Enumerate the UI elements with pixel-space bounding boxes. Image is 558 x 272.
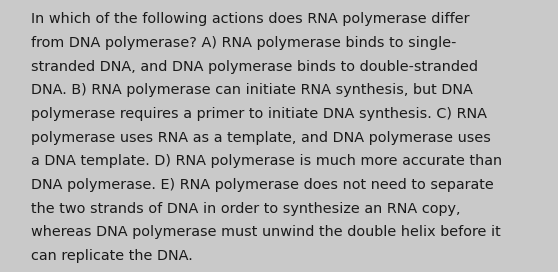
- Text: In which of the following actions does RNA polymerase differ: In which of the following actions does R…: [31, 12, 469, 26]
- Text: a DNA template. D) RNA polymerase is much more accurate than: a DNA template. D) RNA polymerase is muc…: [31, 154, 502, 168]
- Text: polymerase requires a primer to initiate DNA synthesis. C) RNA: polymerase requires a primer to initiate…: [31, 107, 487, 121]
- Text: from DNA polymerase? A) RNA polymerase binds to single-: from DNA polymerase? A) RNA polymerase b…: [31, 36, 456, 50]
- Text: can replicate the DNA.: can replicate the DNA.: [31, 249, 193, 263]
- Text: stranded DNA, and DNA polymerase binds to double-stranded: stranded DNA, and DNA polymerase binds t…: [31, 60, 478, 73]
- Text: DNA. B) RNA polymerase can initiate RNA synthesis, but DNA: DNA. B) RNA polymerase can initiate RNA …: [31, 83, 473, 97]
- Text: whereas DNA polymerase must unwind the double helix before it: whereas DNA polymerase must unwind the d…: [31, 225, 501, 239]
- Text: the two strands of DNA in order to synthesize an RNA copy,: the two strands of DNA in order to synth…: [31, 202, 460, 215]
- Text: polymerase uses RNA as a template, and DNA polymerase uses: polymerase uses RNA as a template, and D…: [31, 131, 490, 144]
- Text: DNA polymerase. E) RNA polymerase does not need to separate: DNA polymerase. E) RNA polymerase does n…: [31, 178, 493, 192]
